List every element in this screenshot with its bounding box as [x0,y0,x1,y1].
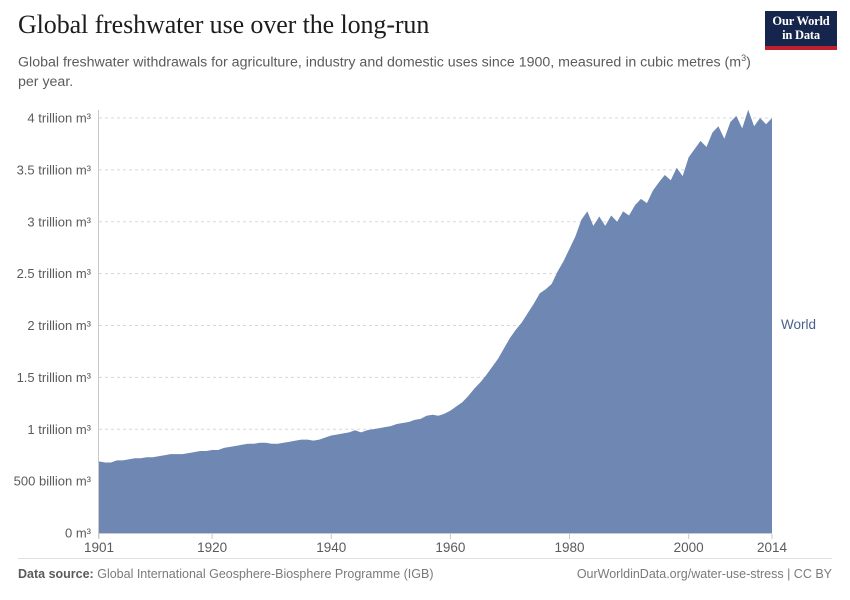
chart-subtitle-text-b: ) per year. [18,54,751,90]
series-area-world[interactable] [99,109,772,533]
data-source-value: Global International Geosphere-Biosphere… [97,567,434,581]
y-axis-tick-label: 500 billion m³ [14,474,92,489]
chart-subtitle-superscript: 3 [741,53,747,63]
y-axis-tick-label: 1.5 trillion m³ [17,370,92,385]
logo-red-rule [765,46,837,50]
footer-divider [18,558,832,559]
series-label-world: World [781,317,816,332]
data-source-label: Data source: [18,567,94,581]
x-axis-tick-label: 2000 [674,540,704,555]
page-title: Global freshwater use over the long-run [18,10,430,39]
x-axis-tick-labels: 1901 1920 1940 1960 1980 2000 2014 [84,540,788,555]
our-world-in-data-logo[interactable]: Our World in Data [765,11,837,50]
chart-subtitle: Global freshwater withdrawals for agricu… [18,49,758,92]
area-path-world[interactable] [99,109,772,533]
y-axis-tick-label: 3 trillion m³ [27,214,91,229]
x-axis-tick-label: 1980 [554,540,584,555]
y-axis-tick-label: 4 trillion m³ [27,111,91,126]
x-axis-tick-label: 2014 [757,540,788,555]
logo-line-one: Our World [772,14,830,28]
y-axis-tick-labels: 0 m³ 500 billion m³ 1 trillion m³ 1.5 trill… [14,111,92,541]
x-axis-tick-label: 1960 [435,540,465,555]
gridlines [99,117,772,482]
chart-subtitle-text-a: Global freshwater withdrawals for agricu… [18,54,742,71]
series-inline-label: World [781,317,816,332]
license-credit-link[interactable]: OurWorldinData.org/water-use-stress | CC… [576,567,832,581]
y-axis-tick-label: 2 trillion m³ [27,318,91,333]
logo-line-two: in Data [782,27,820,42]
y-axis-tick-label: 3.5 trillion m³ [17,162,92,177]
y-axis-tick-label: 2.5 trillion m³ [17,266,92,281]
axis-lines [98,110,773,539]
x-axis-tick-label: 1920 [197,540,227,555]
y-axis-tick-label: 1 trillion m³ [27,422,91,437]
y-axis-tick-label: 0 m³ [65,526,92,541]
x-axis-tick-label: 1901 [84,540,114,555]
x-axis-tick-label: 1940 [316,540,346,555]
data-source-text: Data source: Global International Geosph… [18,567,434,581]
